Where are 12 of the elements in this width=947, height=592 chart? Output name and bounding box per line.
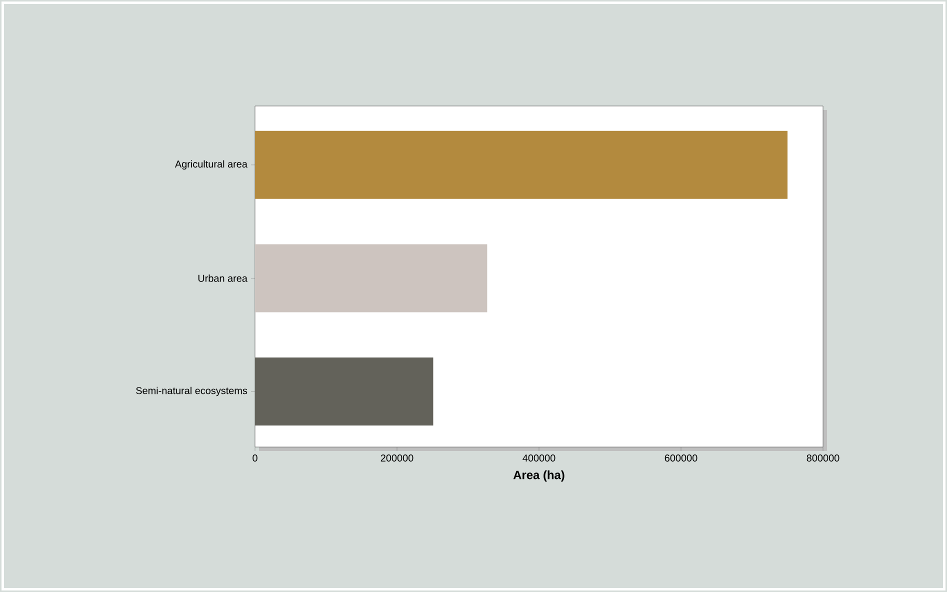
x-tick-label: 800000: [806, 454, 840, 462]
bar: [255, 130, 788, 199]
y-tick-label: Urban area: [198, 274, 248, 282]
x-axis-title: Area (ha): [513, 470, 564, 482]
bar: [255, 244, 488, 312]
y-tick-label: Agricultural area: [174, 160, 248, 170]
x-tick-label: 400000: [522, 454, 556, 462]
x-tick-label: 600000: [664, 454, 698, 462]
x-tick-label: 200000: [380, 454, 414, 462]
y-tick-label: Semi-natural ecosystems: [136, 386, 248, 396]
bar: [255, 357, 434, 426]
x-tick-label: 0: [252, 454, 258, 462]
